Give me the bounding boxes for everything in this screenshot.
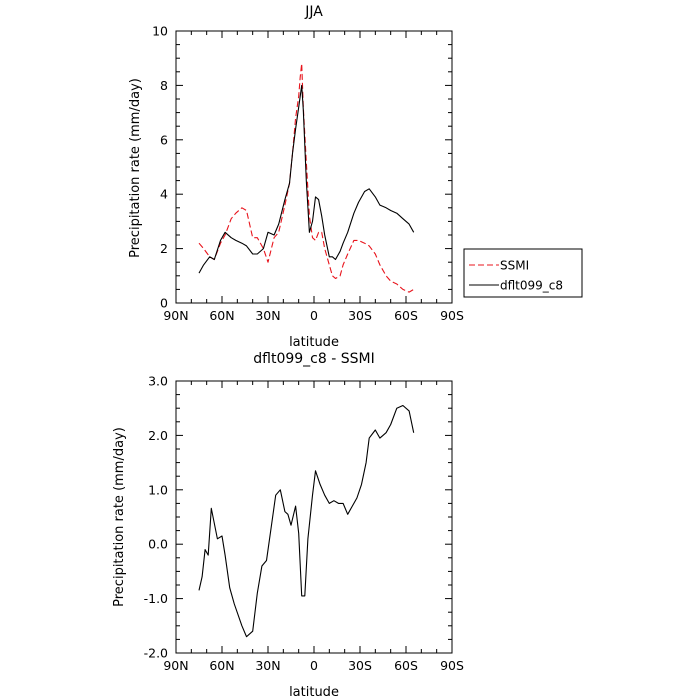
- bottom-chart-x-tick-label: 30N: [255, 658, 280, 673]
- top-chart-x-axis-label: latitude: [289, 335, 339, 350]
- top-chart-y-tick-label: 8: [160, 78, 168, 93]
- bottom-chart-x-tick-label: 60N: [209, 658, 234, 673]
- top-chart-series-dflt099-c8-line: [198, 84, 415, 274]
- bottom-chart-series-difference-line: [198, 404, 415, 638]
- top-chart-x-tick-label: 90S: [440, 308, 464, 323]
- bottom-chart-x-tick-label: 90N: [163, 658, 188, 673]
- top-chart-x-tick-label: 0: [310, 308, 318, 323]
- legend-label-ssmi: SSMI: [500, 259, 529, 273]
- bottom-chart-y-tick-label: -1.0: [144, 591, 168, 606]
- bottom-chart-x-tick-label: 90S: [440, 658, 464, 673]
- bottom-chart-y-tick-label: 2.0: [148, 428, 168, 443]
- bottom-chart-y-axis-label: Precipitation rate (mm/day): [112, 427, 127, 607]
- bottom-chart-plot-frame: [175, 380, 453, 654]
- bottom-chart-y-tick-label: 0.0: [148, 537, 168, 552]
- top-chart-y-tick-label: 6: [160, 132, 168, 147]
- top-chart-panel: JJA latitude Precipitation rate (mm/day)…: [128, 4, 464, 350]
- top-chart-x-tick-label: 60N: [209, 308, 234, 323]
- top-chart-y-tick-label: 2: [160, 241, 168, 256]
- top-chart-plot-frame: [175, 30, 453, 304]
- top-chart-x-tick-label: 90N: [163, 308, 188, 323]
- bottom-chart-x-tick-label: 60S: [394, 658, 418, 673]
- top-chart-x-tick-label: 30N: [255, 308, 280, 323]
- bottom-chart-x-tick-label: 0: [310, 658, 318, 673]
- bottom-chart-panel: dflt099_c8 - SSMI latitude Precipitation…: [112, 351, 464, 700]
- top-chart-series-ssmi-line: [198, 63, 414, 293]
- bottom-chart-y-tick-label: 1.0: [148, 482, 168, 497]
- bottom-chart-y-tick-label: 3.0: [148, 374, 168, 389]
- legend: SSMI dflt099_c8: [463, 248, 583, 298]
- top-chart-y-axis-label: Precipitation rate (mm/day): [128, 78, 143, 258]
- top-chart-y-tick-label: 10: [152, 24, 168, 39]
- legend-label-dflt099-c8: dflt099_c8: [500, 279, 563, 293]
- bottom-chart-y-tick-label: -2.0: [144, 646, 168, 661]
- bottom-chart-x-axis-label: latitude: [289, 685, 339, 700]
- top-chart-y-tick-label: 0: [160, 296, 168, 311]
- top-chart-x-tick-label: 30S: [348, 308, 372, 323]
- bottom-chart-title: dflt099_c8 - SSMI: [253, 351, 374, 367]
- top-chart-y-tick-label: 4: [160, 187, 168, 202]
- top-chart-x-tick-label: 60S: [394, 308, 418, 323]
- bottom-chart-x-tick-label: 30S: [348, 658, 372, 673]
- top-chart-title: JJA: [304, 4, 323, 20]
- legend-box: [463, 248, 583, 298]
